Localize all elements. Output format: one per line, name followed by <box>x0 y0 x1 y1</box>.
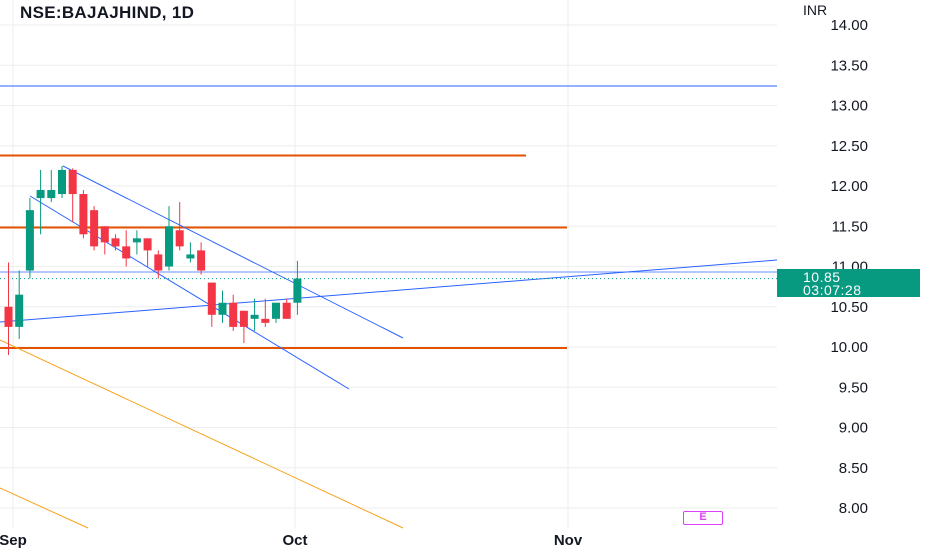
candle-body-19 <box>207 282 216 315</box>
candle-body-5 <box>58 169 66 195</box>
candle-body-0 <box>4 306 13 327</box>
candle-body-10 <box>111 238 120 247</box>
candle-body-13 <box>143 238 152 251</box>
earnings-badge[interactable]: E <box>683 511 723 525</box>
y-tick-label: 11.50 <box>832 218 868 235</box>
symbol-title[interactable]: NSE:BAJAJHIND, 1D <box>20 3 195 22</box>
x-tick-label: Nov <box>554 532 583 549</box>
y-tick-label: 8.00 <box>839 500 868 517</box>
candle-body-4 <box>47 190 56 199</box>
candle-body-2 <box>25 210 34 271</box>
last-price-tag: 10.85 03:07:28 <box>777 269 920 297</box>
bar-countdown: 03:07:28 <box>803 282 862 298</box>
candle-body-6 <box>68 169 77 195</box>
channel-line-upper <box>62 165 404 339</box>
candle-body-20 <box>218 302 227 315</box>
trend-line-falling-1 <box>0 339 404 529</box>
candle-body-7 <box>79 194 88 235</box>
trend-line-falling-2 <box>0 487 89 529</box>
candle-body-9 <box>100 226 109 243</box>
y-tick-label: 12.50 <box>830 138 868 155</box>
x-tick-label: Sep <box>0 532 27 549</box>
candle-body-21 <box>229 302 238 327</box>
candle-body-3 <box>36 190 45 199</box>
last-price-value: 10.85 <box>803 269 841 285</box>
candle-body-25 <box>272 302 280 319</box>
candle-body-26 <box>282 302 291 319</box>
currency-label: INR <box>803 2 828 18</box>
candle-body-1 <box>15 294 24 327</box>
y-tick-label: 13.00 <box>830 98 868 115</box>
candle-body-16 <box>175 230 184 247</box>
candle-body-11 <box>122 246 131 259</box>
y-tick-label: 9.50 <box>839 379 868 396</box>
candle-body-14 <box>154 254 163 271</box>
candle-body-12 <box>132 238 141 243</box>
trend-line-rising <box>0 259 778 323</box>
y-tick-label: 13.50 <box>830 57 868 74</box>
candle-body-8 <box>90 210 99 247</box>
candle-body-23 <box>250 314 259 319</box>
y-tick-label: 9.00 <box>839 420 868 437</box>
candle-body-18 <box>197 250 206 271</box>
y-tick-label: 10.50 <box>830 299 868 316</box>
y-tick-label: 14.00 <box>830 17 868 34</box>
candle-body-24 <box>261 318 270 323</box>
candle-body-17 <box>186 254 195 259</box>
y-tick-label: 8.50 <box>839 460 868 477</box>
candle-body-15 <box>165 226 173 267</box>
candle-body-27 <box>293 278 302 303</box>
y-tick-label: 10.00 <box>830 339 868 356</box>
candle-body-22 <box>239 310 248 327</box>
x-tick-label: Oct <box>282 532 307 549</box>
y-tick-label: 12.00 <box>830 178 868 195</box>
